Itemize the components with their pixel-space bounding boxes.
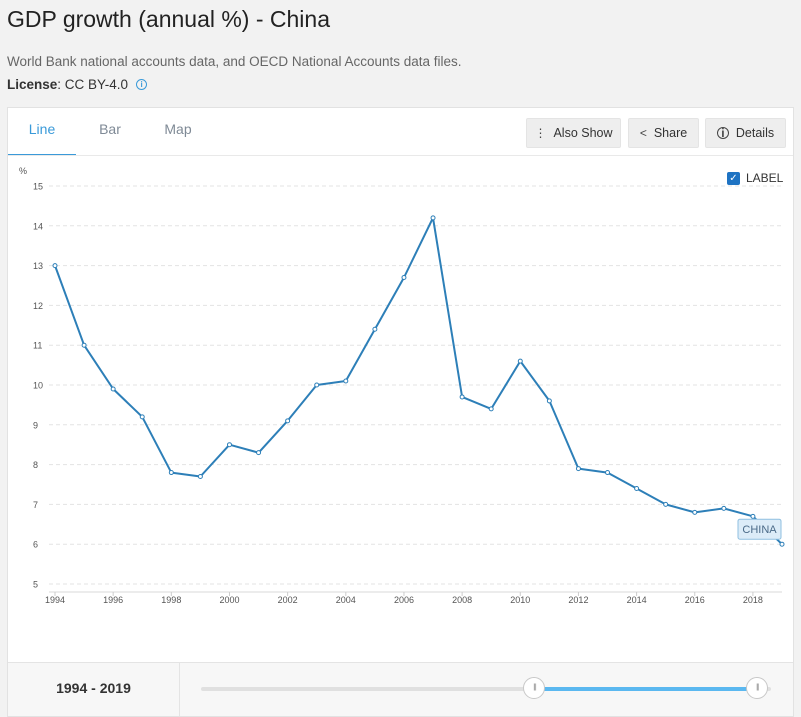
data-point <box>430 215 436 221</box>
data-point <box>634 485 640 491</box>
also-show-label: Also Show <box>553 126 613 140</box>
y-tick-label: 5 <box>33 580 38 590</box>
share-label: Share <box>653 126 688 140</box>
license-row: License : CC BY-4.0 i <box>7 77 148 92</box>
data-point <box>197 474 203 480</box>
info-circle-icon: i <box>716 127 729 139</box>
data-point <box>110 386 116 392</box>
data-point <box>226 442 232 448</box>
data-point <box>81 342 87 348</box>
data-point <box>779 541 785 547</box>
data-point <box>488 406 494 412</box>
y-tick-label: 8 <box>33 460 38 470</box>
source-text: World Bank national accounts data, and O… <box>7 54 462 69</box>
x-tick-label: 2000 <box>219 595 239 605</box>
tab-map[interactable]: Map <box>164 121 192 137</box>
y-tick-label: 10 <box>33 381 43 391</box>
data-point <box>575 466 581 472</box>
series-line-china <box>54 216 783 545</box>
series-label-china: CHINA <box>742 524 777 536</box>
info-icon[interactable]: i <box>136 79 148 90</box>
x-tick-label: 1996 <box>103 595 123 605</box>
x-tick-label: 1994 <box>45 595 65 605</box>
data-point <box>401 275 407 281</box>
also-show-button[interactable]: ⋮ Also Show <box>526 118 621 148</box>
x-tick-label: 2004 <box>336 595 356 605</box>
x-tick-label: 1998 <box>161 595 181 605</box>
data-point <box>459 394 465 400</box>
data-point <box>692 509 698 515</box>
range-end: 2019 <box>99 680 131 696</box>
share-icon: < <box>639 126 647 140</box>
data-point <box>285 418 291 424</box>
range-footer: 1994 - 2019 ||| ||| <box>8 662 793 716</box>
y-tick-label: 11 <box>33 341 42 351</box>
data-point <box>256 450 262 456</box>
range-slider[interactable]: ||| ||| <box>201 677 771 699</box>
range-end-handle[interactable]: ||| <box>746 677 769 699</box>
data-point <box>372 326 378 332</box>
line-chart: 5 6 7 8 9 10 11 12 13 14 15% 1994 1996 1998 2000 2002 20… <box>19 166 785 605</box>
range-slider-fill <box>534 687 758 691</box>
data-point <box>546 398 552 404</box>
tab-bar[interactable]: Bar <box>99 121 121 137</box>
x-tick-label: 2018 <box>743 595 763 605</box>
label-checkbox[interactable]: ✓ <box>727 171 740 185</box>
license-key: License <box>7 77 58 92</box>
data-point <box>139 414 145 420</box>
details-button[interactable]: i Details <box>705 118 786 148</box>
year-range-label: 1994 - 2019 <box>8 663 180 716</box>
data-point <box>168 470 174 476</box>
label-toggle[interactable]: ✓ LABEL <box>727 171 783 185</box>
x-tick-label: 2014 <box>627 595 647 605</box>
data-point <box>517 358 523 364</box>
x-tick-label: 2012 <box>568 595 588 605</box>
data-point <box>52 263 58 269</box>
data-point <box>343 378 349 384</box>
data-point <box>314 382 320 388</box>
label-toggle-text: LABEL <box>746 171 784 185</box>
y-axis-label: % <box>19 166 27 176</box>
y-tick-label: 9 <box>33 420 38 430</box>
x-tick-label: 2016 <box>685 595 705 605</box>
range-start-handle[interactable]: ||| <box>523 677 546 699</box>
series-label-box <box>737 518 782 540</box>
data-point <box>721 505 727 511</box>
page-title: GDP growth (annual %) - China <box>7 6 330 32</box>
y-tick-label: 13 <box>33 261 43 271</box>
chart-panel: Line Bar Map ⋮ Also Show < Share i Detai… <box>7 107 794 717</box>
share-button[interactable]: < Share <box>628 118 699 148</box>
tab-divider <box>8 155 793 156</box>
y-tick-label: 12 <box>33 301 43 311</box>
y-tick-label: 14 <box>33 221 43 231</box>
data-point <box>605 470 611 476</box>
data-point <box>663 501 669 507</box>
range-start: 1994 <box>56 680 88 696</box>
x-tick-label: 2006 <box>394 595 414 605</box>
range-separator: - <box>87 680 100 696</box>
license-value: : CC BY-4.0 <box>57 77 129 92</box>
more-vertical-icon: ⋮ <box>534 126 547 140</box>
y-tick-label: 15 <box>33 182 43 192</box>
x-tick-label: 2008 <box>452 595 472 605</box>
y-tick-label: 6 <box>33 540 38 550</box>
x-tick-label: 2002 <box>278 595 298 605</box>
data-point <box>750 513 756 519</box>
view-tabs: Line Bar Map <box>8 108 212 156</box>
x-tick-label: 2010 <box>510 595 530 605</box>
details-label: Details <box>735 126 775 140</box>
y-tick-label: 7 <box>33 500 38 510</box>
